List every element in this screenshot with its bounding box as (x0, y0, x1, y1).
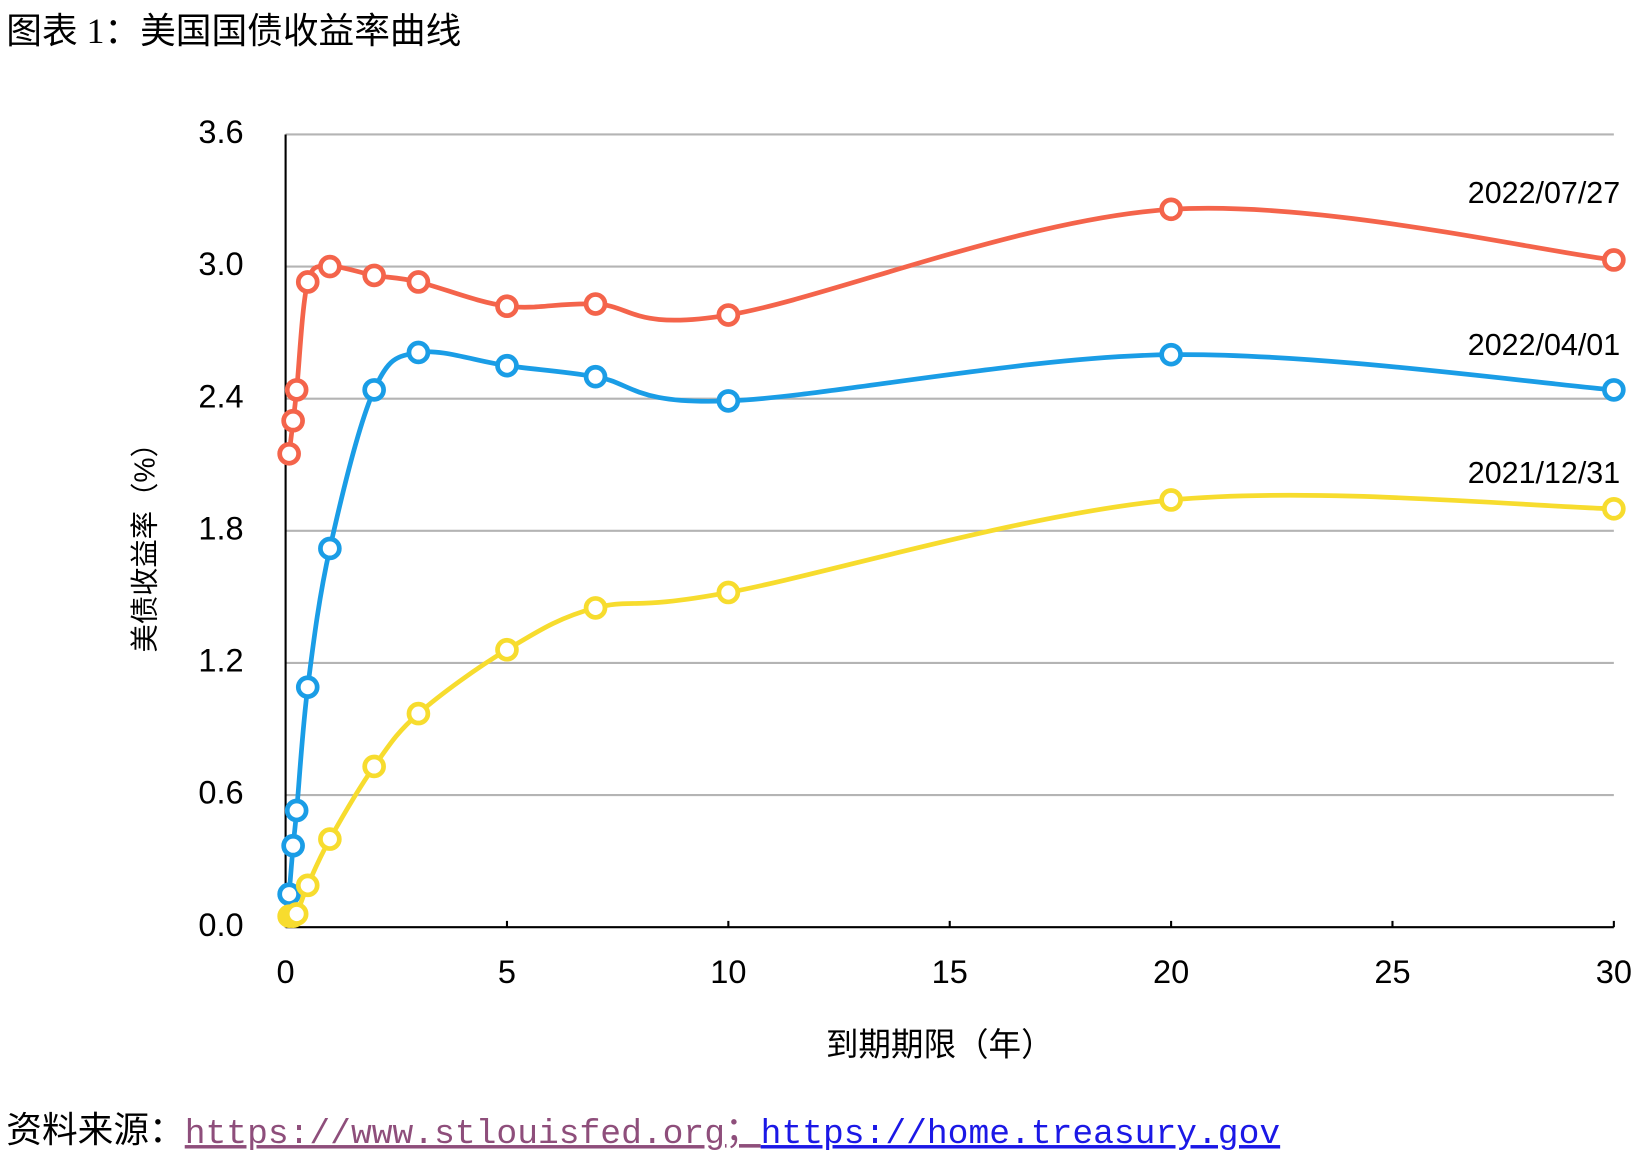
y-tick-label: 2.4 (198, 378, 243, 414)
data-point (318, 827, 342, 851)
data-point (1159, 488, 1183, 512)
figure-title: 图表 1：美国国债收益率曲线 (6, 11, 461, 51)
data-point (281, 408, 305, 433)
data-point (495, 637, 519, 662)
source-separator: ； (725, 1110, 761, 1150)
data-point (1159, 197, 1183, 222)
data-point (295, 873, 320, 898)
x-tick-label: 30 (1596, 954, 1632, 990)
data-point (406, 270, 431, 294)
data-point (1602, 378, 1626, 402)
y-tick-label: 0.0 (198, 907, 243, 943)
data-point (1602, 496, 1626, 521)
series-line (286, 349, 1615, 895)
data-point (1602, 248, 1626, 272)
y-tick-label: 3.6 (198, 114, 243, 150)
data-point (495, 353, 519, 378)
x-tick-label: 5 (498, 954, 516, 990)
data-point (716, 303, 741, 327)
y-axis-label: 美债收益率（%） (129, 429, 161, 653)
source-link[interactable]: https://www.stlouisfed.org (185, 1115, 725, 1154)
data-point (295, 675, 320, 699)
y-tick-label: 1.2 (198, 643, 243, 679)
data-point (495, 294, 519, 319)
data-point (284, 902, 309, 926)
y-tick-label: 0.6 (198, 775, 243, 811)
data-point (583, 292, 608, 316)
x-tick-label: 0 (277, 954, 295, 990)
x-axis-label: 到期期限（年） (826, 1026, 1054, 1062)
data-point (406, 340, 431, 365)
y-tick-label: 1.8 (198, 510, 243, 546)
data-point (295, 270, 320, 294)
series-label: 2021/12/31 (1468, 456, 1620, 490)
data-point (277, 441, 301, 466)
data-point (583, 596, 608, 620)
series-line (286, 205, 1615, 455)
x-tick-label: 25 (1374, 954, 1410, 990)
data-point (406, 701, 431, 726)
data-point (277, 882, 301, 906)
series-label: 2022/04/01 (1468, 328, 1620, 362)
series-label: 2022/07/27 (1468, 176, 1620, 210)
data-point (716, 580, 741, 605)
source-label: 资料来源：https://www.stlouisfed.org；https://… (6, 1110, 1280, 1154)
source-prefix: 资料来源： (6, 1110, 184, 1150)
y-tick-label: 3.0 (198, 246, 243, 282)
data-point (716, 389, 741, 413)
x-tick-label: 10 (710, 954, 746, 990)
series-line (289, 492, 1614, 920)
source-link[interactable]: https://home.treasury.gov (761, 1115, 1280, 1154)
x-tick-label: 15 (932, 954, 968, 990)
data-point (362, 263, 386, 288)
data-point (284, 798, 309, 823)
data-point (362, 378, 386, 402)
x-tick-label: 20 (1153, 954, 1189, 990)
data-point (318, 536, 342, 561)
data-point (1159, 342, 1183, 367)
data-point (284, 378, 309, 402)
data-point (281, 833, 305, 858)
data-point (362, 754, 386, 779)
data-point (318, 254, 342, 279)
data-point (583, 364, 608, 389)
